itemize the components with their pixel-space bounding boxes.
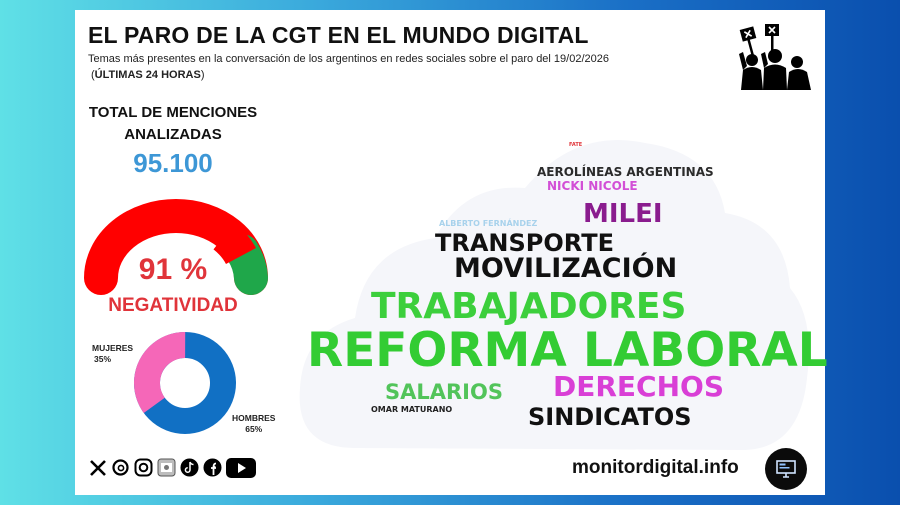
youtube-icon [225, 457, 257, 478]
women-label: MUJERES 35% [92, 343, 133, 365]
total-mentions-label: TOTAL DE MENCIONES ANALIZADAS [75, 102, 271, 146]
total-label-line2: ANALIZADAS [124, 126, 222, 143]
word-salarios: SALARIOS [385, 380, 503, 404]
word-nicki-nicole: NICKI NICOLE [547, 179, 638, 193]
instagram-icon [133, 457, 154, 478]
word-movilizacion: MOVILIZACIÓN [454, 253, 678, 284]
period-open: ( [91, 69, 95, 81]
word-transporte: TRANSPORTE [435, 229, 614, 257]
word-alberto-fernandez: ALBERTO FERNÁNDEZ [439, 219, 538, 228]
period-close: ) [200, 69, 205, 81]
period-text: ÚLTIMAS 24 HORAS [94, 69, 201, 81]
facebook-icon [202, 457, 223, 478]
men-percent: 65% [245, 424, 263, 434]
word-milei: MILEI [583, 199, 663, 229]
word-reforma-laboral: REFORMA LABORAL [307, 323, 828, 378]
news-icon [156, 457, 177, 478]
threads-icon [110, 457, 131, 478]
total-mentions-value: 95.100 [133, 148, 213, 178]
social-icons [87, 457, 257, 478]
word-omar-maturano: OMAR MATURANO [371, 405, 453, 414]
monitor-icon [765, 448, 807, 490]
page-title: EL PARO DE LA CGT EN EL MUNDO DIGITAL [88, 22, 589, 48]
word-sindicatos: SINDICATOS [528, 403, 692, 431]
men-label-text: HOMBRES [232, 413, 276, 423]
word-aerolineas-argentinas: AEROLÍNEAS ARGENTINAS [537, 165, 714, 179]
men-label: HOMBRES 65% [232, 413, 275, 435]
negativity-label: NEGATIVIDAD [108, 295, 238, 316]
negativity-gauge [84, 199, 268, 295]
period-label: (ÚLTIMAS 24 HORAS) [91, 69, 204, 81]
x-icon [87, 457, 108, 478]
gender-donut-chart [134, 331, 236, 434]
word-fate: FATE [569, 142, 583, 148]
women-label-text: MUJERES [92, 343, 134, 353]
word-derechos: DERECHOS [553, 370, 725, 403]
infographic-card: EL PARO DE LA CGT EN EL MUNDO DIGITAL Te… [75, 10, 828, 495]
negativity-percent: 91 % [138, 253, 208, 286]
tiktok-icon [179, 457, 200, 478]
total-label-line1: TOTAL DE MENCIONES [88, 104, 258, 121]
subtitle: Temas más presentes en la conversación d… [88, 53, 609, 65]
word-trabajadores: TRABAJADORES [371, 286, 687, 327]
site-url: monitordigital.info [572, 457, 739, 478]
women-percent: 35% [94, 354, 112, 364]
cloud-shape [299, 140, 809, 450]
protest-icon [739, 24, 811, 90]
